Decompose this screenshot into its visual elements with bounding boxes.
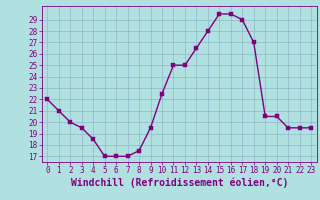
X-axis label: Windchill (Refroidissement éolien,°C): Windchill (Refroidissement éolien,°C) [70,178,288,188]
